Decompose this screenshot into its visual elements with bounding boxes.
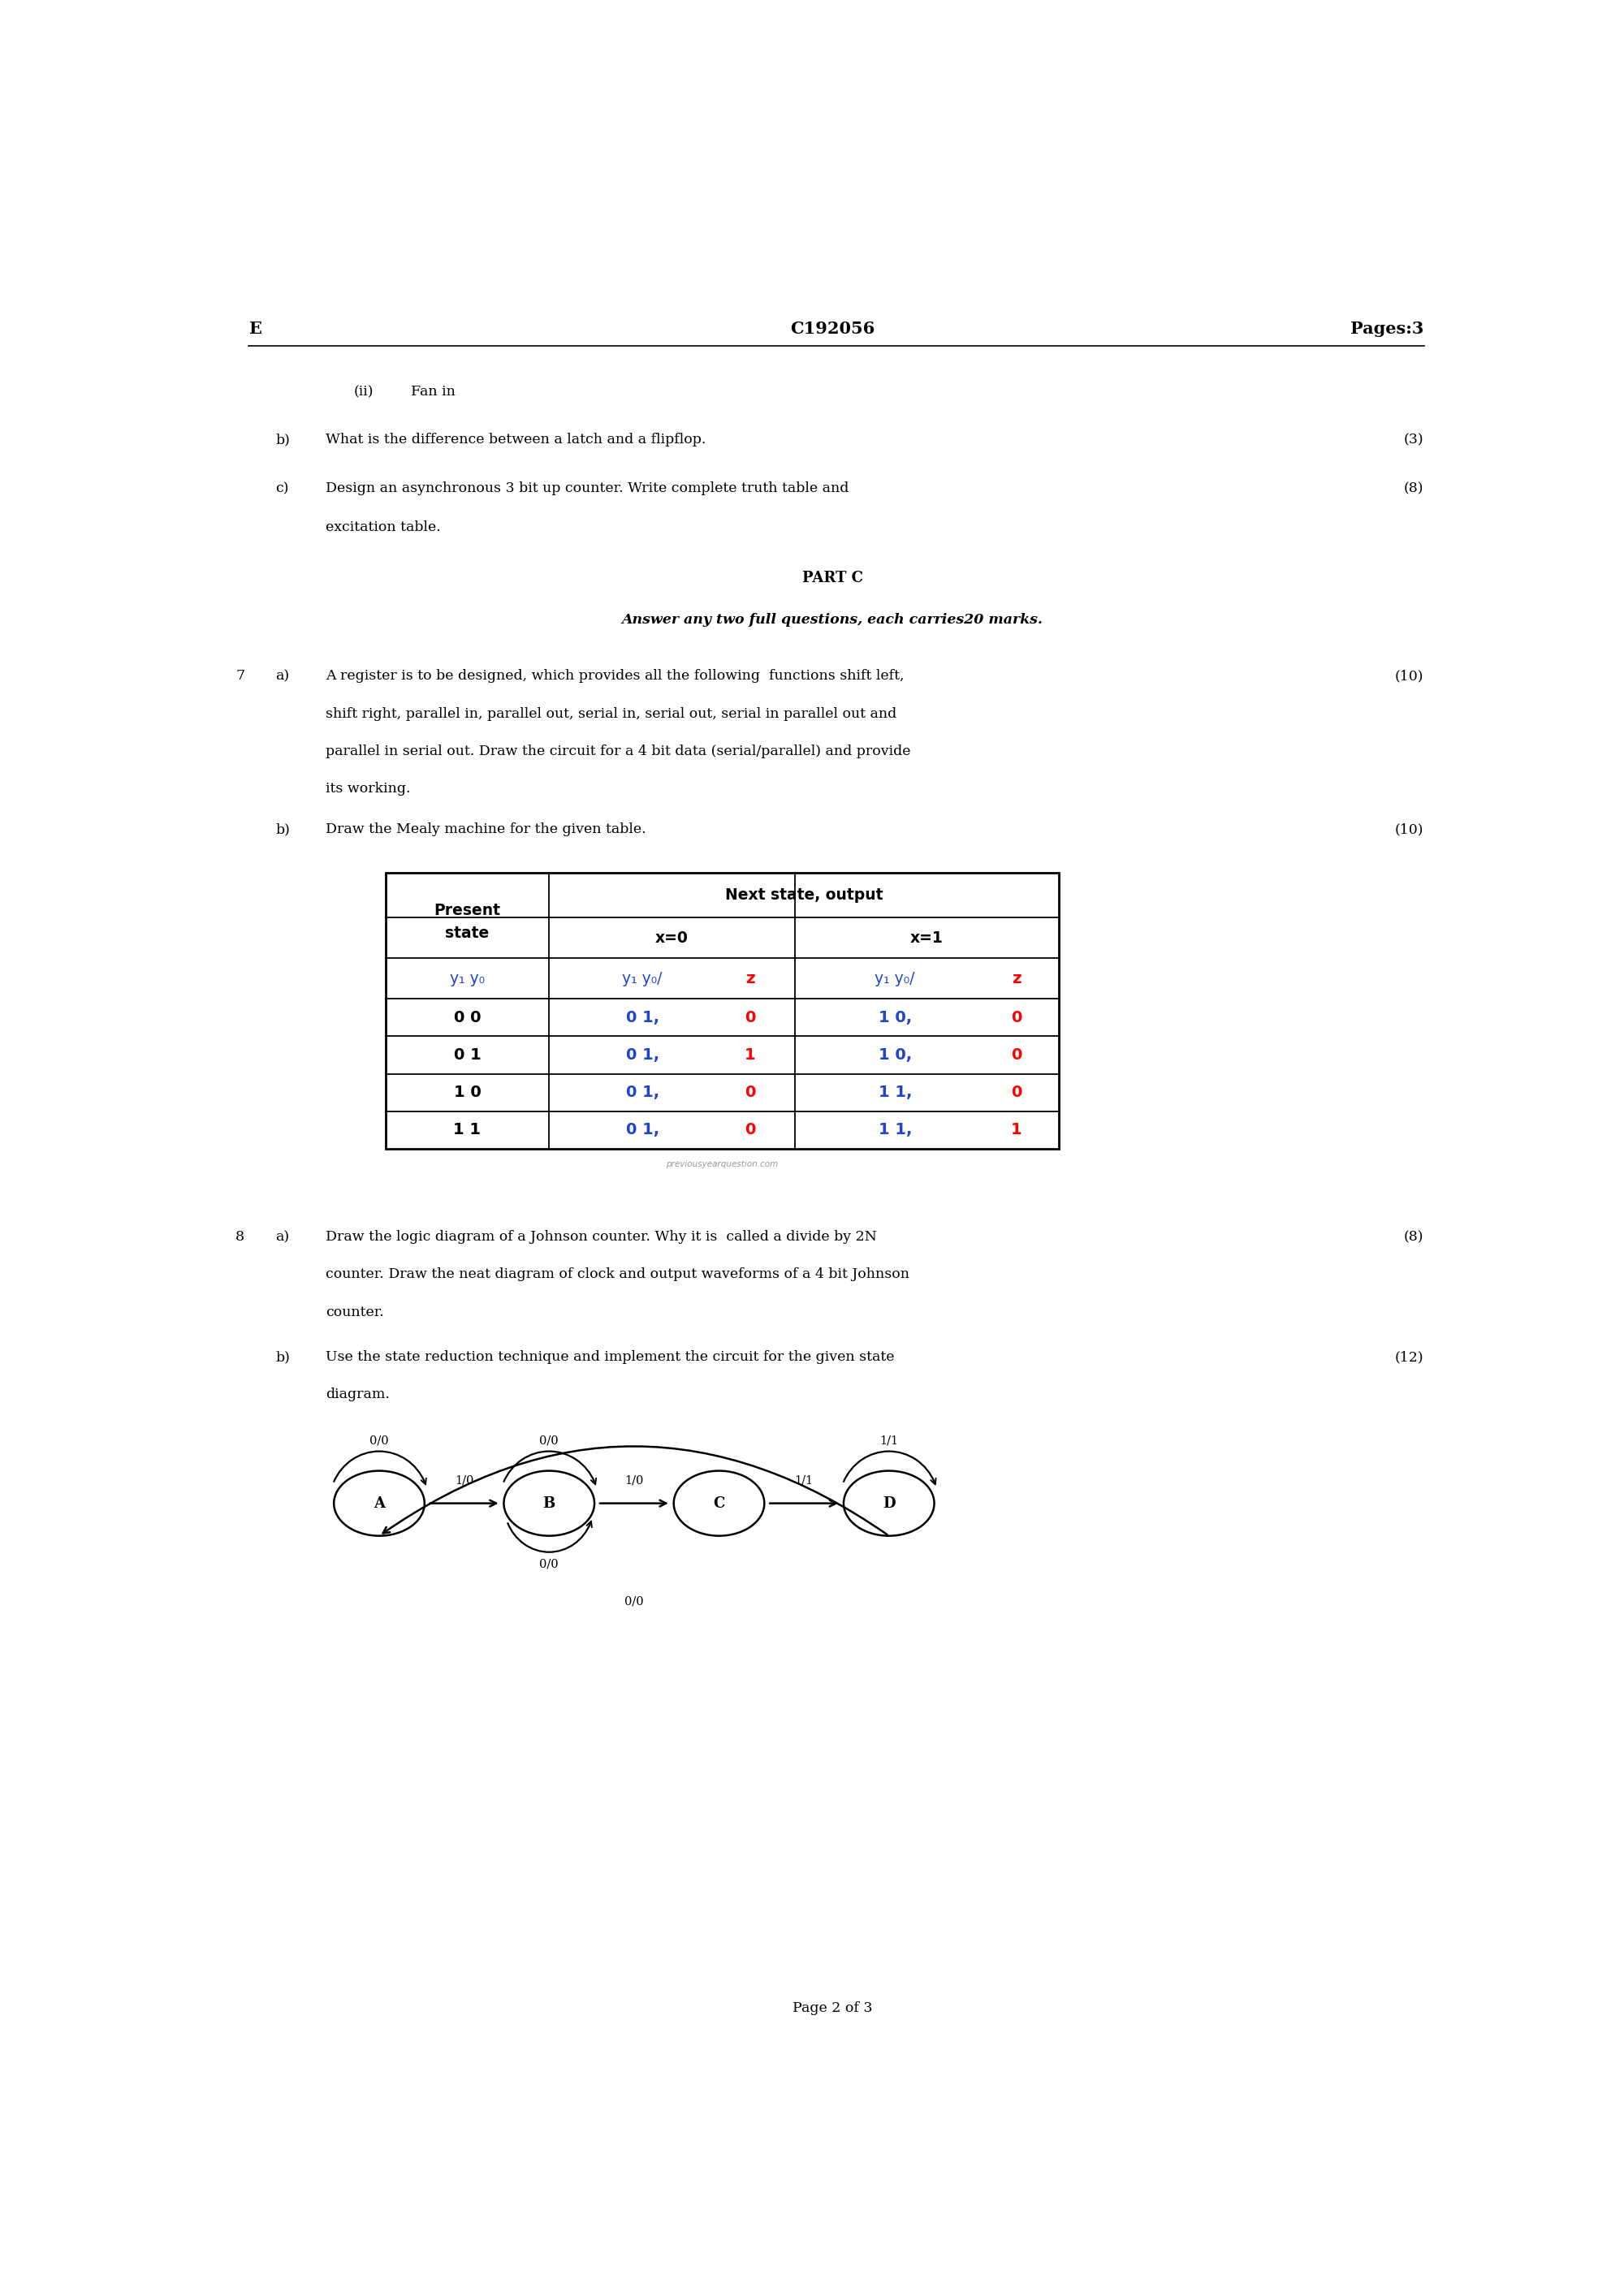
Text: z: z	[745, 971, 755, 987]
Text: 7: 7	[235, 670, 245, 684]
Text: 0: 0	[745, 1086, 755, 1100]
Text: 0 1,: 0 1,	[625, 1047, 659, 1063]
Text: 1/0: 1/0	[455, 1474, 474, 1486]
Text: 1: 1	[745, 1047, 755, 1063]
Text: c): c)	[276, 482, 289, 496]
Text: D: D	[882, 1497, 895, 1511]
Text: (8): (8)	[1403, 1231, 1424, 1244]
Text: 0: 0	[745, 1010, 755, 1026]
Text: (8): (8)	[1403, 482, 1424, 496]
Text: 0 1: 0 1	[453, 1047, 481, 1063]
Text: Page 2 of 3: Page 2 of 3	[793, 2000, 872, 2014]
Text: a): a)	[276, 670, 289, 684]
Text: 0: 0	[745, 1123, 755, 1139]
Text: 1/0: 1/0	[625, 1474, 643, 1486]
Text: y₁ y₀: y₁ y₀	[450, 971, 486, 987]
Text: (12): (12)	[1395, 1350, 1424, 1364]
Text: Next state, output: Next state, output	[724, 886, 883, 902]
Text: Answer any two full questions, each carries20 marks.: Answer any two full questions, each carr…	[622, 613, 1043, 627]
Text: 1 1: 1 1	[453, 1123, 481, 1139]
Text: A: A	[374, 1497, 385, 1511]
Text: 0 1,: 0 1,	[625, 1123, 659, 1139]
Text: 0/0: 0/0	[625, 1596, 643, 1607]
Text: Draw the logic diagram of a Johnson counter. Why it is  called a divide by 2N: Draw the logic diagram of a Johnson coun…	[326, 1231, 877, 1244]
Text: a): a)	[276, 1231, 289, 1244]
Text: 0 0: 0 0	[453, 1010, 481, 1026]
Text: PART C: PART C	[802, 572, 862, 585]
Text: counter.: counter.	[326, 1304, 383, 1318]
Text: (ii): (ii)	[354, 386, 374, 400]
Text: 1/1: 1/1	[880, 1435, 898, 1446]
Text: Present: Present	[434, 902, 500, 918]
Text: 1/1: 1/1	[794, 1474, 814, 1486]
Text: 1 0,: 1 0,	[879, 1047, 911, 1063]
Text: b): b)	[276, 1350, 289, 1364]
Text: (3): (3)	[1403, 434, 1424, 448]
Text: x=0: x=0	[654, 930, 689, 946]
Text: 1 0,: 1 0,	[879, 1010, 911, 1026]
Text: previousyearquestion.com: previousyearquestion.com	[666, 1159, 778, 1169]
Text: C: C	[713, 1497, 724, 1511]
Text: Draw the Mealy machine for the given table.: Draw the Mealy machine for the given tab…	[326, 822, 646, 836]
Text: diagram.: diagram.	[326, 1387, 390, 1401]
Text: B: B	[542, 1497, 555, 1511]
Text: 0/0: 0/0	[539, 1559, 559, 1570]
Text: 1 1,: 1 1,	[879, 1123, 911, 1139]
Text: 0 1,: 0 1,	[625, 1086, 659, 1100]
Text: Fan in: Fan in	[411, 386, 455, 400]
Bar	[385, 872, 1059, 1148]
Text: 1 0: 1 0	[453, 1086, 481, 1100]
Text: Design an asynchronous 3 bit up counter. Write complete truth table and: Design an asynchronous 3 bit up counter.…	[326, 482, 849, 496]
Text: 0: 0	[1012, 1010, 1021, 1026]
Text: (10): (10)	[1395, 670, 1424, 684]
Text: y₁ y₀/: y₁ y₀/	[622, 971, 663, 987]
Text: C192056: C192056	[789, 321, 875, 338]
Text: counter. Draw the neat diagram of clock and output waveforms of a 4 bit Johnson: counter. Draw the neat diagram of clock …	[326, 1267, 909, 1281]
Text: b): b)	[276, 822, 289, 836]
Text: state: state	[445, 925, 489, 941]
Text: 0 1,: 0 1,	[625, 1010, 659, 1026]
Text: shift right, parallel in, parallel out, serial in, serial out, serial in paralle: shift right, parallel in, parallel out, …	[326, 707, 896, 721]
Text: What is the difference between a latch and a flipflop.: What is the difference between a latch a…	[326, 434, 706, 448]
FancyArrowPatch shape	[383, 1446, 887, 1534]
Text: Use the state reduction technique and implement the circuit for the given state: Use the state reduction technique and im…	[326, 1350, 895, 1364]
Text: 0: 0	[1012, 1086, 1021, 1100]
Text: E: E	[248, 321, 261, 338]
Text: its working.: its working.	[326, 783, 411, 797]
Text: 0: 0	[1012, 1047, 1021, 1063]
Text: y₁ y₀/: y₁ y₀/	[875, 971, 914, 987]
Text: b): b)	[276, 434, 289, 448]
Text: x=1: x=1	[909, 930, 944, 946]
Text: (10): (10)	[1395, 822, 1424, 836]
Text: z: z	[1012, 971, 1021, 987]
Text: A register is to be designed, which provides all the following  functions shift : A register is to be designed, which prov…	[326, 670, 905, 684]
Text: 0/0: 0/0	[539, 1435, 559, 1446]
Text: 8: 8	[235, 1231, 245, 1244]
Text: parallel in serial out. Draw the circuit for a 4 bit data (serial/parallel) and : parallel in serial out. Draw the circuit…	[326, 744, 911, 758]
Text: Pages:3: Pages:3	[1351, 321, 1424, 338]
Text: 1: 1	[1012, 1123, 1021, 1139]
Text: 0/0: 0/0	[370, 1435, 388, 1446]
Text: 1 1,: 1 1,	[879, 1086, 911, 1100]
Text: excitation table.: excitation table.	[326, 521, 440, 535]
